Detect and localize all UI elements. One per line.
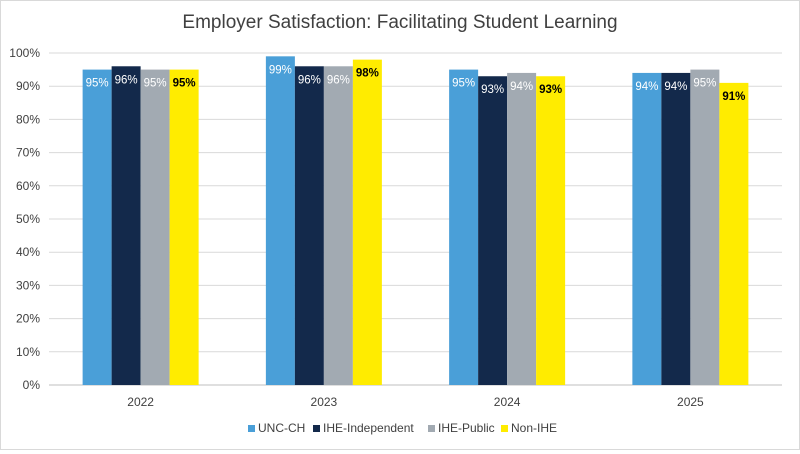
legend-label: Non-IHE bbox=[511, 421, 557, 435]
y-tick-label: 20% bbox=[16, 312, 40, 326]
legend-label: IHE-Independent bbox=[323, 421, 414, 435]
x-tick-label: 2025 bbox=[677, 395, 704, 409]
legend-label: UNC-CH bbox=[258, 421, 305, 435]
data-label: 95% bbox=[452, 78, 475, 90]
bar-ihe-independent-2022 bbox=[111, 66, 141, 385]
data-label: 93% bbox=[481, 84, 504, 96]
bar-non-ihe-2025 bbox=[719, 82, 749, 385]
x-tick-label: 2023 bbox=[311, 395, 338, 409]
data-label: 94% bbox=[510, 81, 533, 93]
data-label: 98% bbox=[356, 68, 379, 80]
data-label: 95% bbox=[693, 78, 716, 90]
data-label: 96% bbox=[115, 74, 138, 86]
data-label: 95% bbox=[144, 78, 167, 90]
bar-unc-ch-2022 bbox=[82, 69, 112, 385]
data-label: 96% bbox=[327, 74, 350, 86]
y-tick-label: 40% bbox=[16, 245, 40, 259]
legend: UNC-CH IHE-Independent IHE-Public Non-IHE bbox=[248, 421, 557, 435]
legend-swatch bbox=[501, 425, 508, 432]
data-labels: 95% 96% 95% 95% 99% 96% 96% 98% 95% 93% 94% 93% 94% 9… bbox=[86, 64, 746, 103]
bar-ihe-independent-2024 bbox=[478, 76, 508, 386]
bar-unc-ch-2023 bbox=[265, 56, 295, 385]
data-label: 94% bbox=[664, 81, 687, 93]
bar-unc-ch-2025 bbox=[632, 72, 662, 386]
data-label: 96% bbox=[298, 74, 321, 86]
y-tick-label: 50% bbox=[16, 212, 40, 226]
data-label: 95% bbox=[86, 78, 109, 90]
legend-swatch bbox=[313, 425, 320, 432]
y-tick-label: 30% bbox=[16, 278, 40, 292]
bar-ihe-independent-2025 bbox=[661, 72, 691, 386]
bar-non-ihe-2023 bbox=[352, 59, 382, 385]
data-label: 95% bbox=[173, 78, 196, 90]
data-label: 99% bbox=[269, 64, 292, 76]
y-tick-label: 60% bbox=[16, 179, 40, 193]
bar-ihe-public-2025 bbox=[690, 69, 720, 385]
y-tick-label: 100% bbox=[9, 46, 40, 60]
x-axis-tick-labels: 2022 2023 2024 2025 bbox=[127, 395, 704, 409]
chart-title: Employer Satisfaction: Facilitating Stud… bbox=[182, 12, 617, 33]
bar-unc-ch-2024 bbox=[449, 69, 479, 385]
bar-non-ihe-2024 bbox=[536, 76, 566, 386]
y-axis-tick-labels: 0% 10% 20% 30% 40% 50% 60% 70% 80% 90% 100% bbox=[9, 46, 40, 392]
bar-ihe-independent-2023 bbox=[294, 66, 324, 385]
bar-non-ihe-2022 bbox=[169, 69, 199, 385]
x-tick-label: 2022 bbox=[127, 395, 154, 409]
data-label: 94% bbox=[635, 81, 658, 93]
bar-ihe-public-2023 bbox=[323, 66, 353, 385]
y-tick-label: 70% bbox=[16, 146, 40, 160]
bars bbox=[82, 56, 749, 386]
data-label: 91% bbox=[722, 91, 745, 103]
x-tick-label: 2024 bbox=[494, 395, 521, 409]
legend-label: IHE-Public bbox=[438, 421, 495, 435]
data-label: 93% bbox=[539, 84, 562, 96]
legend-swatch bbox=[248, 425, 255, 432]
y-tick-label: 80% bbox=[16, 112, 40, 126]
bar-ihe-public-2024 bbox=[507, 72, 537, 386]
legend-swatch bbox=[428, 425, 435, 432]
y-tick-label: 10% bbox=[16, 345, 40, 359]
y-tick-label: 0% bbox=[23, 378, 41, 392]
y-tick-label: 90% bbox=[16, 79, 40, 93]
bar-ihe-public-2022 bbox=[140, 69, 170, 385]
